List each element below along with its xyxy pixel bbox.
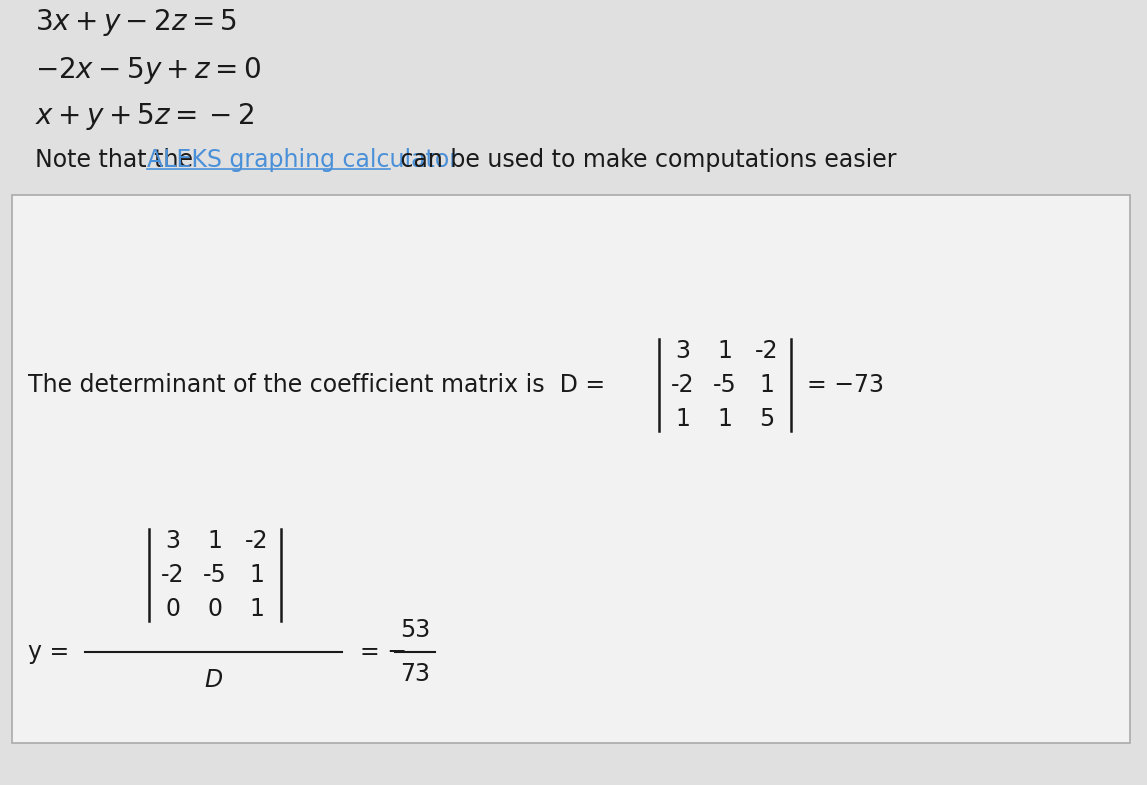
Text: D: D [204,668,223,692]
Text: y =: y = [29,640,77,664]
Text: = −: = − [360,640,407,664]
Text: 0: 0 [165,597,180,621]
Text: -2: -2 [671,373,695,397]
Text: -5: -5 [203,563,227,587]
Text: 3: 3 [165,529,180,553]
FancyBboxPatch shape [11,195,1130,743]
Text: ALEKS graphing calculator: ALEKS graphing calculator [147,148,459,172]
Text: Note that the: Note that the [36,148,201,172]
Text: 5: 5 [759,407,774,431]
Text: 1: 1 [759,373,774,397]
Text: $3x+y-2z=5$: $3x+y-2z=5$ [36,8,237,38]
Text: 1: 1 [208,529,223,553]
Text: $x+y+5z=-2$: $x+y+5z=-2$ [36,101,253,133]
Text: 3: 3 [676,339,690,363]
Text: -5: -5 [713,373,736,397]
Text: can be used to make computations easier: can be used to make computations easier [393,148,897,172]
Text: 1: 1 [676,407,690,431]
Text: 73: 73 [400,662,430,686]
Text: The determinant of the coefficient matrix is  D =: The determinant of the coefficient matri… [28,373,612,397]
Text: 0: 0 [208,597,223,621]
Text: 1: 1 [718,407,733,431]
Text: -2: -2 [162,563,185,587]
Text: 53: 53 [400,618,430,642]
Text: 1: 1 [250,597,265,621]
Text: = −73: = −73 [807,373,884,397]
Text: $-2x-5y+z=0$: $-2x-5y+z=0$ [36,54,262,86]
Text: 1: 1 [250,563,265,587]
Text: 1: 1 [718,339,733,363]
Text: -2: -2 [245,529,268,553]
Text: -2: -2 [755,339,779,363]
